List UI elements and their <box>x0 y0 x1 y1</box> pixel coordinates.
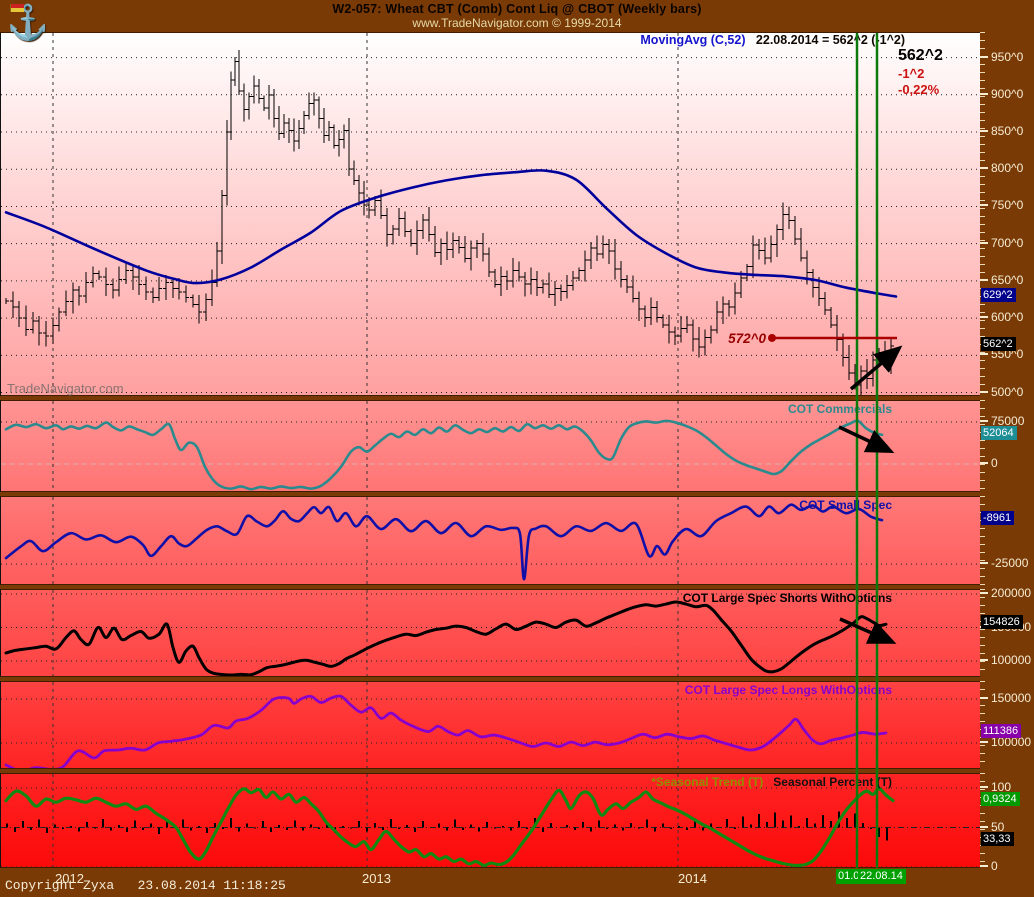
panel-large-shorts[interactable]: COT Large Spec Shorts WithOptions <box>0 589 980 677</box>
axis-tick <box>980 167 988 170</box>
axis-label: 650^0 <box>991 272 1024 287</box>
axis-tick <box>980 419 988 422</box>
axis-tick <box>980 696 988 699</box>
indicator-readout: MovingAvg (C,52) 22.08.2014 = 562^2 (-1^… <box>0 33 905 47</box>
panel-label-row: COT Commercials <box>778 402 892 416</box>
panel-price[interactable] <box>0 32 980 396</box>
axis-label: 100000 <box>991 734 1032 749</box>
axis-tick <box>980 825 988 828</box>
axis-tick <box>980 55 988 58</box>
panel-label: Seasonal Percent (T) <box>773 775 892 789</box>
copyright-text: Copyright Zyxa 23.08.2014 11:18:25 <box>5 878 286 893</box>
series-cot-small-spec <box>4 503 884 581</box>
axis-label: 900^0 <box>991 86 1024 101</box>
value-badge: -8961 <box>981 511 1015 526</box>
x-axis-year-label: 2012 <box>55 871 84 886</box>
panel-large-longs[interactable]: COT Large Spec Longs WithOptions <box>0 681 980 769</box>
series-cot-large-spec-shorts-withoptions <box>4 600 888 676</box>
series-cot-large-spec-longs-withoptions <box>4 694 888 768</box>
axis-tick <box>980 785 988 788</box>
axis-tick <box>980 658 988 661</box>
axis-tick <box>980 353 988 356</box>
panel-commercials[interactable]: COT Commercials <box>0 400 980 492</box>
axis-label: 50 <box>991 819 1005 834</box>
panel-small-spec[interactable]: COT Small Spec <box>0 496 980 585</box>
series-cot-commercials <box>4 419 884 491</box>
price-change: -1^2 <box>898 66 925 81</box>
series-movingavg-c-52- <box>4 169 898 298</box>
panel-label: COT Large Spec Longs WithOptions <box>684 683 892 697</box>
axis-label: 500^0 <box>991 384 1024 399</box>
title-bar: W2-057: Wheat CBT (Comb) Cont Liq @ CBOT… <box>0 0 1034 32</box>
axis-tick <box>980 241 988 244</box>
axis-tick <box>980 278 988 281</box>
axis-label: 700^0 <box>991 235 1024 250</box>
panel-label: COT Small Spec <box>799 498 892 512</box>
axis-label: 200000 <box>991 586 1032 601</box>
panel-label-row: COT Large Spec Longs WithOptions <box>675 683 892 697</box>
indicator-name: MovingAvg (C,52) <box>640 33 746 47</box>
axis-tick <box>980 461 988 464</box>
series-seasonal-percent-bars <box>6 811 888 841</box>
value-badge: 52064 <box>981 425 1017 440</box>
axis-tick <box>980 865 988 868</box>
quote-block: 562^2 -1^2 -0,22% <box>898 46 943 99</box>
panel-label: COT Commercials <box>787 402 892 416</box>
axis-tick-strip <box>980 32 985 396</box>
value-badge: 562^2 <box>981 337 1016 351</box>
axis-label: 75000 <box>991 413 1025 428</box>
chart-title: W2-057: Wheat CBT (Comb) Cont Liq @ CBOT… <box>332 2 702 16</box>
value-badge: 33,33 <box>981 831 1014 846</box>
axis-label: 100000 <box>991 652 1032 667</box>
axis-tick-strip <box>980 496 985 585</box>
axis-label: 850^0 <box>991 124 1024 138</box>
axis-label: 750^0 <box>991 198 1024 213</box>
cursor-date-badge: 01.08.14 <box>836 869 862 884</box>
panel-label-row: *Seasonal Trend (T) Seasonal Percent (T) <box>641 775 892 789</box>
axis-label: -25000 <box>991 556 1029 571</box>
value-badge: 629^2 <box>981 287 1016 302</box>
axis-tick-strip <box>980 589 985 677</box>
price-change-percent: -0,22% <box>898 82 940 98</box>
value-badge: 154826 <box>981 615 1023 630</box>
series-weekly-ohlc-bars <box>5 50 894 395</box>
axis-tick <box>980 740 988 743</box>
value-badge: 0,9324 <box>981 792 1020 807</box>
website-subtitle: www.TradeNavigator.com © 1999-2014 <box>412 16 622 30</box>
panel-seasonal[interactable]: *Seasonal Trend (T) Seasonal Percent (T) <box>0 773 980 868</box>
axis-label: 0 <box>991 859 998 874</box>
axis-tick-strip <box>980 773 985 868</box>
x-axis-year-label: 2013 <box>362 871 391 886</box>
panel-label: COT Large Spec Shorts WithOptions <box>682 591 892 605</box>
axis-tick <box>980 204 988 207</box>
axis-label: 950^0 <box>991 49 1024 64</box>
value-badge: 111386 <box>981 723 1022 738</box>
series-seasonal-trend-t- <box>4 787 895 867</box>
axis-tick <box>980 92 988 95</box>
panel-label: *Seasonal Trend (T) <box>651 775 764 789</box>
axis-label: 100 <box>991 779 1012 794</box>
axis-tick <box>980 130 988 132</box>
cursor-date-badge: 22.08.14 <box>858 869 906 884</box>
panel-label-row: COT Large Spec Shorts WithOptions <box>673 591 892 605</box>
last-price: 562^2 <box>898 47 943 64</box>
axis-tick <box>980 316 988 319</box>
anchor-logo-icon: ⚓ <box>6 4 50 42</box>
axis-tick <box>980 390 988 393</box>
axis-tick <box>980 562 988 565</box>
watermark: TradeNavigator.com <box>7 381 124 396</box>
axis-label: 150000 <box>991 690 1032 705</box>
axis-label: 0 <box>991 455 998 470</box>
x-axis-year-label: 2014 <box>678 871 707 886</box>
axis-tick <box>980 592 988 595</box>
axis-label: 800^0 <box>991 161 1024 176</box>
indicator-value: 22.08.2014 = 562^2 (-1^2) <box>745 33 905 47</box>
axis-tick-strip <box>980 400 985 492</box>
panel-label-row: COT Small Spec <box>789 498 892 512</box>
flag-icon <box>10 4 24 12</box>
axis-label: 600^0 <box>991 310 1024 325</box>
